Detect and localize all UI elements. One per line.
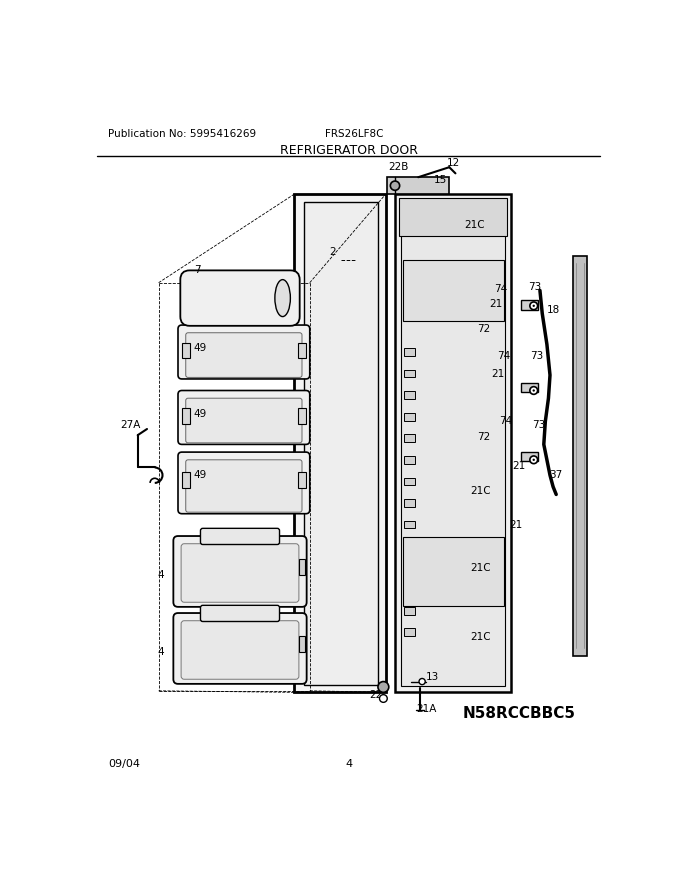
Bar [405,585,415,593]
Bar [387,177,449,194]
Text: 2: 2 [330,247,337,257]
Bar [405,521,415,528]
FancyBboxPatch shape [181,544,299,602]
Text: 21: 21 [512,461,526,471]
Circle shape [419,678,425,685]
Bar [182,472,190,488]
Bar [405,499,415,507]
FancyBboxPatch shape [201,605,279,621]
Text: 72: 72 [477,432,491,442]
Text: 74: 74 [499,416,513,426]
FancyBboxPatch shape [173,536,307,607]
Text: 21C: 21C [470,562,490,573]
Text: 73: 73 [530,351,543,361]
FancyBboxPatch shape [173,613,307,684]
Circle shape [390,181,400,190]
Ellipse shape [275,280,290,317]
Text: 22: 22 [369,690,382,700]
Text: 49: 49 [193,408,206,419]
Text: 22B: 22B [389,162,409,172]
Text: 15: 15 [433,175,447,186]
Bar [405,413,415,421]
Circle shape [378,682,389,693]
Text: 21A: 21A [415,703,436,714]
Bar [521,452,538,461]
Text: 72: 72 [477,324,491,334]
FancyBboxPatch shape [186,398,302,443]
Text: 27A: 27A [120,420,140,430]
Bar [294,194,386,693]
Text: REFRIGERATOR DOOR: REFRIGERATOR DOOR [279,144,418,158]
Text: 74: 74 [494,284,507,294]
Bar [403,260,503,321]
Circle shape [530,456,538,464]
Text: 37: 37 [549,470,563,480]
Bar [405,628,415,636]
Circle shape [530,302,538,310]
Text: 21: 21 [489,299,503,309]
Bar [401,201,505,686]
Bar [182,343,190,358]
Text: 49: 49 [193,470,206,480]
Bar [299,636,305,651]
Text: 21C: 21C [470,632,490,642]
Bar [298,343,306,358]
Text: Publication No: 5995416269: Publication No: 5995416269 [108,128,256,139]
Bar [405,348,415,356]
FancyBboxPatch shape [186,459,302,512]
Circle shape [532,458,535,461]
Bar [405,478,415,485]
Bar [405,542,415,550]
Text: 13: 13 [426,672,439,682]
Text: 4: 4 [158,648,165,657]
Bar [405,392,415,399]
Bar [182,408,190,423]
Text: 4: 4 [158,570,165,580]
Text: 12: 12 [447,158,460,168]
FancyBboxPatch shape [201,528,279,545]
Bar [573,256,588,656]
FancyBboxPatch shape [180,270,300,326]
Bar [405,435,415,442]
Bar [405,370,415,378]
Bar [405,564,415,571]
Text: 74: 74 [497,351,510,361]
Text: 21C: 21C [464,220,485,230]
Bar [521,383,538,392]
Circle shape [532,304,535,307]
Bar [298,472,306,488]
Bar [403,537,503,606]
Text: FRS26LF8C: FRS26LF8C [325,128,384,139]
Bar [299,559,305,575]
Text: 73: 73 [532,420,545,430]
Text: 49: 49 [193,343,206,353]
FancyBboxPatch shape [178,325,310,379]
Text: 4: 4 [345,759,352,769]
Text: 21: 21 [509,520,522,531]
Bar [405,456,415,464]
Circle shape [532,389,535,392]
Text: 18: 18 [547,304,560,315]
Text: 21: 21 [492,369,505,378]
FancyBboxPatch shape [181,620,299,679]
Bar [399,198,507,237]
FancyBboxPatch shape [178,452,310,514]
Circle shape [379,694,387,702]
Text: 73: 73 [528,282,541,291]
Text: 21C: 21C [470,486,490,495]
FancyBboxPatch shape [178,391,310,444]
Text: 09/04: 09/04 [108,759,140,769]
Bar [521,300,538,310]
Bar [303,202,378,685]
FancyBboxPatch shape [186,333,302,378]
Bar [298,408,306,423]
Bar [395,194,511,693]
Bar [405,607,415,614]
Circle shape [530,386,538,394]
Text: 7: 7 [194,265,201,275]
Text: N58RCCBBC5: N58RCCBBC5 [462,707,575,722]
